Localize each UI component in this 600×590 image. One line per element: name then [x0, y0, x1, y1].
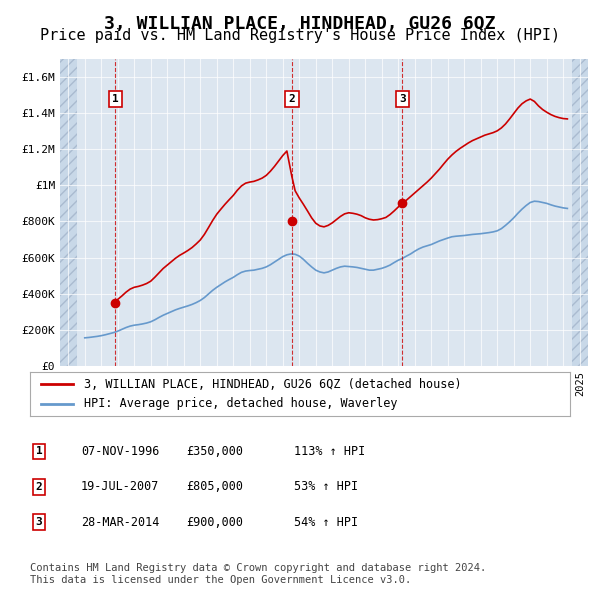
Text: 3, WILLIAN PLACE, HINDHEAD, GU26 6QZ (detached house): 3, WILLIAN PLACE, HINDHEAD, GU26 6QZ (de… — [84, 378, 461, 391]
Text: 2: 2 — [35, 482, 43, 491]
Text: Price paid vs. HM Land Registry's House Price Index (HPI): Price paid vs. HM Land Registry's House … — [40, 28, 560, 43]
Bar — [60, 59, 77, 366]
Text: 1: 1 — [112, 94, 119, 104]
Text: 54% ↑ HPI: 54% ↑ HPI — [294, 516, 358, 529]
Text: £900,000: £900,000 — [186, 516, 243, 529]
Text: 3: 3 — [399, 94, 406, 104]
Bar — [571, 59, 588, 366]
Text: 113% ↑ HPI: 113% ↑ HPI — [294, 445, 365, 458]
Text: 1: 1 — [35, 447, 43, 456]
Text: HPI: Average price, detached house, Waverley: HPI: Average price, detached house, Wave… — [84, 397, 398, 410]
Text: 3: 3 — [35, 517, 43, 527]
Text: 2: 2 — [289, 94, 295, 104]
Text: 28-MAR-2014: 28-MAR-2014 — [81, 516, 160, 529]
Text: £805,000: £805,000 — [186, 480, 243, 493]
Text: 53% ↑ HPI: 53% ↑ HPI — [294, 480, 358, 493]
Text: 07-NOV-1996: 07-NOV-1996 — [81, 445, 160, 458]
Text: 3, WILLIAN PLACE, HINDHEAD, GU26 6QZ: 3, WILLIAN PLACE, HINDHEAD, GU26 6QZ — [104, 15, 496, 33]
Text: £350,000: £350,000 — [186, 445, 243, 458]
Text: Contains HM Land Registry data © Crown copyright and database right 2024.
This d: Contains HM Land Registry data © Crown c… — [30, 563, 486, 585]
Text: 19-JUL-2007: 19-JUL-2007 — [81, 480, 160, 493]
